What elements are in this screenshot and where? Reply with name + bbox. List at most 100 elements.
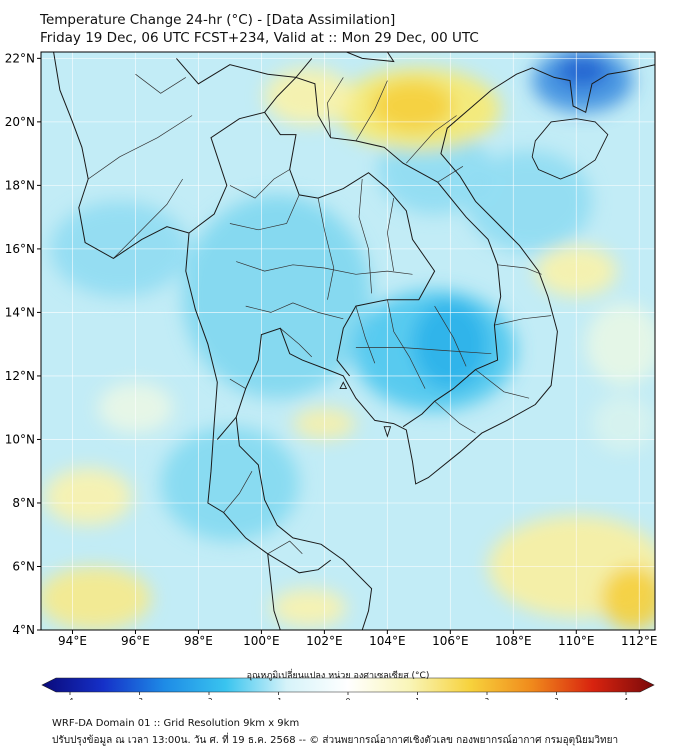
province-boundary [87, 115, 193, 180]
longitude-label: 108°E [495, 630, 532, 648]
lat-tick-label: 6°N [12, 559, 35, 573]
lat-tick-label: 10°N [5, 432, 35, 446]
colorbar: -4 -3 -2 -1 0 1 2 3 4 [41, 677, 655, 700]
anomaly-patch [160, 426, 300, 542]
longitude-axis: 94°E 96°E 98°E 100°E 102°E 104°E 106°E 1… [58, 630, 658, 648]
colorbar-title: อุณหภูมิเปลี่ยนแปลง หน่วย องศาเซลเซียส (… [246, 671, 430, 681]
anomaly-patch [466, 150, 593, 253]
province-boundary [327, 77, 344, 138]
colorbar-tick: 4 [624, 692, 629, 700]
colorbar-tick: 0 [346, 692, 350, 700]
province-boundary [355, 80, 388, 142]
anomaly-patch [44, 468, 133, 526]
province-boundary [267, 540, 303, 555]
graticule [41, 52, 655, 630]
latitude-label: 20°N [5, 115, 41, 129]
lat-tick-label: 22°N [5, 51, 35, 65]
anomaly-patch [585, 302, 655, 386]
country-borders [176, 52, 502, 574]
coastline [235, 64, 655, 630]
longitude-label: 104°E [369, 630, 406, 648]
province-boundaries [87, 73, 552, 555]
longitude-label: 112°E [621, 630, 658, 648]
colorbar-tick-label: -3 [136, 697, 143, 700]
latitude-label: 12°N [5, 369, 41, 383]
lat-tick-label: 16°N [5, 242, 35, 256]
latitude-label: 8°N [12, 496, 41, 510]
anomaly-patch [371, 80, 454, 132]
province-boundary [280, 328, 313, 358]
latitude-label: 22°N [5, 51, 41, 65]
latitude-label: 16°N [5, 242, 41, 256]
coastline [53, 52, 281, 630]
province-boundary [113, 178, 183, 259]
lat-tick-label: 12°N [5, 369, 35, 383]
map-title: Temperature Change 24-hr (°C) - [Data As… [40, 12, 396, 28]
province-boundary [387, 198, 395, 272]
country-border [267, 553, 332, 574]
latitude-label: 10°N [5, 432, 41, 446]
lon-tick-label: 96°E [121, 634, 150, 648]
colorbar-ticks: -4 -3 -2 -1 0 1 2 3 4 [67, 692, 629, 700]
latitude-label: 14°N [5, 305, 41, 319]
colorbar-tick-label: 1 [415, 697, 419, 700]
province-boundary [475, 369, 530, 399]
colorbar-tick-label: 3 [554, 697, 558, 700]
lon-tick-label: 108°E [495, 634, 532, 648]
map-figure: 22°N 20°N 18°N 16°N 14°N 12°N 10°N 8°N 6… [5, 51, 658, 700]
lon-tick-label: 100°E [243, 634, 280, 648]
province-boundary [358, 178, 372, 294]
anomaly-patch [264, 67, 353, 126]
longitude-label: 96°E [121, 630, 150, 648]
colorbar-tick: -1 [275, 692, 282, 700]
lat-tick-label: 18°N [5, 178, 35, 192]
anomaly-patch [270, 588, 347, 627]
lat-tick-label: 14°N [5, 305, 35, 319]
province-boundary [229, 169, 290, 199]
province-boundary [406, 115, 457, 164]
colorbar-tick-label: 0 [346, 697, 350, 700]
colorbar-tick-label: -1 [275, 697, 282, 700]
province-boundary [245, 302, 344, 320]
anomaly-patch [601, 566, 655, 630]
country-border [176, 58, 313, 85]
longitude-label: 102°E [306, 630, 343, 648]
longitude-label: 110°E [558, 630, 595, 648]
colorbar-tick: 2 [485, 692, 489, 700]
province-boundary [229, 194, 300, 231]
lon-tick-label: 112°E [621, 634, 658, 648]
colorbar-tick-label: -4 [67, 697, 75, 700]
island-outline [383, 426, 392, 438]
update-credit: ปรับปรุงข้อมูล ณ เวลา 13:00น. วัน ศ. ที่… [52, 735, 619, 746]
province-boundary [497, 264, 542, 275]
province-boundary [434, 401, 476, 434]
colorbar-tick-label: 2 [485, 697, 489, 700]
colorbar-tick-label: 4 [624, 697, 629, 700]
island-outline [339, 381, 348, 390]
colorbar-ramp [41, 677, 655, 693]
plot-frame [40, 51, 656, 631]
province-boundary [355, 306, 376, 364]
province-boundary [236, 261, 413, 275]
lon-tick-label: 110°E [558, 634, 595, 648]
lon-tick-label: 102°E [306, 634, 343, 648]
colorbar-tick: -2 [206, 692, 212, 700]
lon-tick-label: 106°E [432, 634, 469, 648]
anomaly-patch [557, 55, 608, 87]
longitude-label: 100°E [243, 630, 280, 648]
lat-tick-label: 20°N [5, 115, 35, 129]
lat-tick-label: 4°N [12, 623, 35, 637]
plot-area [41, 52, 655, 630]
province-boundary [317, 198, 335, 300]
province-boundary [434, 305, 467, 367]
province-boundary [223, 471, 253, 513]
province-boundary [355, 347, 492, 355]
latitude-axis: 22°N 20°N 18°N 16°N 14°N 12°N 10°N 8°N 6… [5, 51, 41, 637]
province-boundary [135, 73, 186, 94]
country-border [188, 76, 502, 428]
model-info: WRF-DA Domain 01 :: Grid Resolution 9km … [52, 718, 300, 729]
country-border [345, 52, 395, 63]
colorbar-tick: -3 [136, 692, 143, 700]
lon-tick-label: 104°E [369, 634, 406, 648]
province-boundary [494, 315, 552, 326]
